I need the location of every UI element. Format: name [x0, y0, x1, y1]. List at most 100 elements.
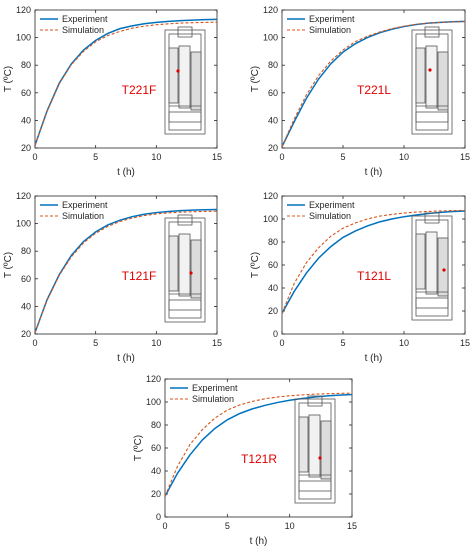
y-axis-label: T (ºC) [133, 435, 144, 461]
y-tick-label: 120 [263, 191, 278, 201]
x-tick-label: 15 [212, 338, 222, 348]
device-bar-left [298, 416, 309, 473]
x-axis-label: t (h) [250, 536, 268, 547]
y-tick-label: 60 [268, 260, 278, 270]
device-base [168, 299, 202, 311]
y-tick-label: 120 [146, 374, 161, 384]
x-tick-label: 10 [399, 338, 409, 348]
sensor-point [318, 456, 322, 460]
series-line-simulation [34, 21, 218, 146]
panel-label: T121R [241, 452, 277, 466]
device-bar-center [178, 45, 191, 109]
x-tick-label: 15 [460, 152, 470, 162]
y-tick-label: 40 [21, 115, 31, 125]
panel-label: T221F [122, 83, 157, 97]
device-bar-right [190, 51, 202, 111]
chart-panel-t121l: 0 5 10 15 0 20 40 60 80 100 120 t (h) T (ºC) Experime… [250, 191, 470, 364]
x-tick-label: 5 [340, 152, 345, 162]
device-base [415, 297, 449, 309]
y-tick-label: 60 [268, 88, 278, 98]
series-line-experiment [164, 393, 353, 497]
legend-label-experiment: Experiment [62, 200, 108, 210]
y-axis-label: T (ºC) [3, 252, 14, 278]
x-axis-label: t (h) [117, 167, 135, 178]
y-tick-label: 100 [16, 33, 31, 43]
y-axis-label: T (ºC) [3, 66, 14, 92]
sensor-point [189, 271, 193, 275]
legend-label-simulation: Simulation [192, 394, 234, 404]
device-top [424, 26, 440, 38]
device-bar-right [437, 51, 449, 111]
chart-panel-t121r: 0 5 10 15 0 20 40 60 80 100 120 t (h) T (ºC) Experime… [133, 374, 357, 547]
x-axis-label: t (h) [365, 167, 383, 178]
y-tick-label: 100 [16, 219, 31, 229]
device-bar-left [168, 47, 179, 104]
x-tick-label: 5 [340, 338, 345, 348]
sensor-point [176, 69, 180, 73]
legend-label-simulation: Simulation [309, 211, 351, 221]
legend-label-experiment: Experiment [62, 14, 108, 24]
y-tick-label: 60 [151, 443, 161, 453]
series-line-simulation [164, 392, 353, 497]
y-tick-label: 80 [151, 420, 161, 430]
device-bar-right [437, 237, 449, 297]
x-tick-label: 0 [32, 152, 37, 162]
device-top [424, 212, 440, 224]
panel-label: T121F [122, 269, 157, 283]
y-axis-label: T (ºC) [250, 66, 261, 92]
device-base [415, 111, 449, 123]
device-frame [164, 29, 206, 135]
legend-label-experiment: Experiment [309, 14, 355, 24]
y-tick-label: 20 [268, 306, 278, 316]
x-tick-label: 0 [162, 521, 167, 531]
series-line-simulation [34, 210, 218, 333]
series-line-experiment [34, 208, 218, 333]
device-top [307, 395, 323, 407]
y-tick-label: 40 [21, 301, 31, 311]
y-tick-label: 0 [156, 512, 161, 522]
device-bar-center [425, 45, 438, 109]
x-tick-label: 10 [151, 338, 161, 348]
y-tick-label: 80 [21, 60, 31, 70]
y-tick-label: 80 [268, 60, 278, 70]
y-tick-label: 100 [263, 214, 278, 224]
y-tick-label: 40 [268, 115, 278, 125]
y-tick-label: 120 [16, 5, 31, 15]
x-tick-label: 5 [93, 152, 98, 162]
y-tick-label: 80 [268, 237, 278, 247]
legend-label-experiment: Experiment [192, 383, 238, 393]
x-axis-label: t (h) [365, 353, 383, 364]
device-frame [164, 217, 206, 323]
legend-label-simulation: Simulation [62, 25, 104, 35]
y-tick-label: 80 [21, 246, 31, 256]
x-tick-label: 5 [225, 521, 230, 531]
device-bar-left [168, 235, 179, 292]
y-axis-label: T (ºC) [250, 252, 261, 278]
x-tick-label: 10 [399, 152, 409, 162]
device-bar-center [425, 231, 438, 295]
x-tick-label: 10 [285, 521, 295, 531]
x-tick-label: 5 [93, 338, 98, 348]
device-base [168, 111, 202, 123]
x-tick-label: 10 [151, 152, 161, 162]
y-tick-label: 20 [21, 143, 31, 153]
device-top [177, 214, 193, 226]
x-tick-label: 15 [460, 338, 470, 348]
device-bar-center [308, 414, 321, 478]
legend-label-simulation: Simulation [309, 25, 351, 35]
sensor-point [428, 68, 432, 72]
device-bar-right [320, 420, 332, 480]
device-bar-right [190, 239, 202, 299]
series-line-simulation [281, 209, 466, 314]
y-tick-label: 120 [263, 5, 278, 15]
series-line-simulation [281, 21, 466, 147]
device-bar-left [415, 47, 426, 104]
device-bar-center [178, 233, 191, 297]
y-tick-label: 40 [268, 283, 278, 293]
y-tick-label: 60 [21, 274, 31, 284]
y-tick-label: 20 [21, 329, 31, 339]
y-tick-label: 100 [263, 33, 278, 43]
y-tick-label: 0 [273, 329, 278, 339]
device-base [298, 480, 332, 492]
